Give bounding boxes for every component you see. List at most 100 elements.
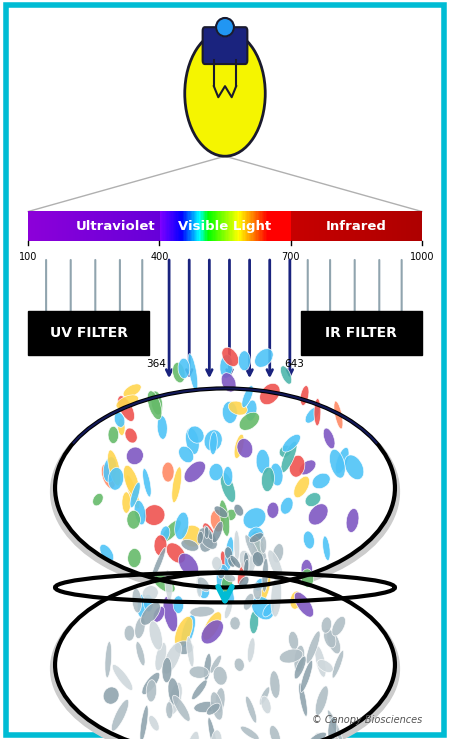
Ellipse shape: [248, 527, 264, 546]
Ellipse shape: [253, 583, 262, 600]
Bar: [321, 212, 323, 241]
Ellipse shape: [230, 616, 240, 630]
Bar: [238, 212, 239, 241]
Ellipse shape: [124, 625, 135, 641]
Bar: [330, 212, 332, 241]
Bar: [93, 212, 94, 241]
Bar: [388, 212, 389, 241]
Bar: [398, 212, 399, 241]
Ellipse shape: [280, 366, 292, 384]
Bar: [178, 212, 179, 241]
Bar: [39, 212, 40, 241]
Text: © Canopy Biosciences: © Canopy Biosciences: [311, 716, 422, 725]
Text: 364: 364: [146, 359, 166, 369]
Ellipse shape: [305, 493, 321, 507]
FancyBboxPatch shape: [28, 311, 149, 355]
Bar: [33, 212, 35, 241]
Bar: [323, 212, 324, 241]
Ellipse shape: [203, 612, 221, 640]
Bar: [113, 212, 115, 241]
Ellipse shape: [114, 412, 125, 427]
Ellipse shape: [108, 450, 121, 486]
Bar: [359, 212, 360, 241]
Bar: [294, 212, 295, 241]
Bar: [144, 212, 145, 241]
Bar: [69, 212, 70, 241]
Bar: [151, 212, 152, 241]
Bar: [376, 212, 378, 241]
Bar: [354, 212, 355, 241]
Bar: [72, 212, 73, 241]
Ellipse shape: [207, 703, 220, 715]
Bar: [172, 212, 173, 241]
Bar: [230, 212, 231, 241]
Ellipse shape: [153, 574, 175, 593]
Bar: [95, 212, 97, 241]
Bar: [324, 212, 325, 241]
Bar: [184, 212, 185, 241]
Bar: [166, 212, 168, 241]
Bar: [389, 212, 391, 241]
Ellipse shape: [149, 621, 162, 650]
Bar: [333, 212, 334, 241]
Bar: [395, 212, 396, 241]
Ellipse shape: [243, 508, 266, 529]
Bar: [83, 212, 85, 241]
Bar: [158, 212, 160, 241]
Bar: [415, 212, 417, 241]
Bar: [356, 212, 358, 241]
Bar: [132, 212, 133, 241]
Ellipse shape: [103, 687, 119, 704]
Bar: [159, 212, 161, 241]
Bar: [162, 212, 163, 241]
Bar: [208, 212, 209, 241]
Bar: [387, 212, 389, 241]
Bar: [115, 212, 117, 241]
Ellipse shape: [213, 667, 227, 685]
Ellipse shape: [271, 576, 282, 617]
Bar: [148, 212, 149, 241]
Ellipse shape: [112, 665, 133, 690]
Bar: [116, 212, 117, 241]
Bar: [340, 212, 341, 241]
Bar: [298, 212, 299, 241]
Bar: [28, 212, 30, 241]
Ellipse shape: [155, 642, 166, 671]
Bar: [293, 212, 295, 241]
Ellipse shape: [225, 547, 233, 559]
Ellipse shape: [294, 656, 306, 679]
Bar: [334, 212, 336, 241]
Ellipse shape: [327, 630, 341, 654]
Bar: [330, 212, 332, 241]
Bar: [37, 212, 38, 241]
Bar: [76, 212, 77, 241]
Ellipse shape: [105, 642, 112, 678]
Bar: [36, 212, 38, 241]
Ellipse shape: [301, 559, 312, 579]
Bar: [195, 212, 196, 241]
Bar: [229, 212, 231, 241]
Ellipse shape: [140, 705, 148, 740]
Bar: [242, 212, 244, 241]
Bar: [65, 212, 66, 241]
Bar: [123, 212, 124, 241]
Ellipse shape: [220, 551, 228, 573]
Bar: [66, 212, 68, 241]
Bar: [254, 212, 255, 241]
Text: IR FILTER: IR FILTER: [325, 326, 397, 340]
Ellipse shape: [328, 717, 337, 740]
Ellipse shape: [312, 473, 330, 488]
Bar: [154, 212, 156, 241]
Bar: [78, 212, 79, 241]
Bar: [98, 212, 99, 241]
Bar: [111, 212, 112, 241]
Bar: [131, 212, 132, 241]
Bar: [362, 212, 363, 241]
Bar: [315, 212, 317, 241]
Bar: [49, 212, 51, 241]
Bar: [318, 212, 320, 241]
Bar: [170, 212, 171, 241]
Bar: [319, 212, 320, 241]
Bar: [409, 212, 410, 241]
Bar: [65, 212, 67, 241]
